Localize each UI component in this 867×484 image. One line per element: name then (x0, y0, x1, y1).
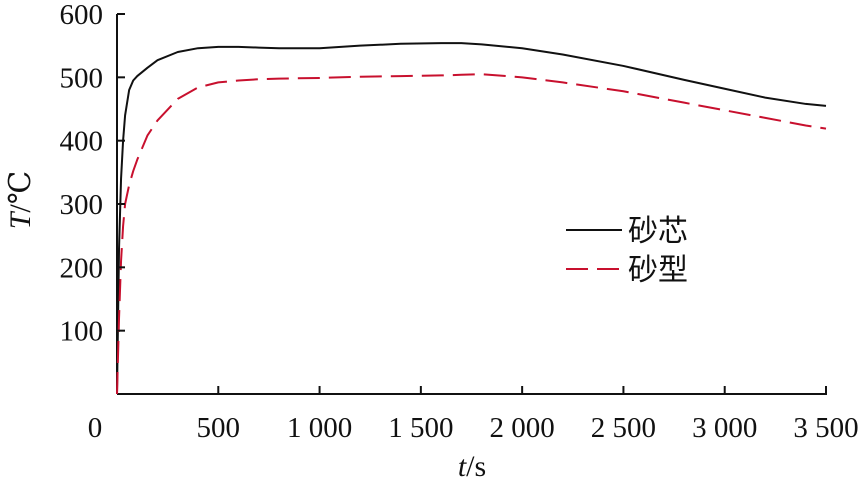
series-line-1 (116, 42, 827, 395)
y-axis-title: T/℃ (4, 171, 37, 230)
x-axis-unit: /s (466, 450, 486, 483)
x-tick-label: 1 500 (388, 412, 453, 444)
x-tick-label: 1 000 (287, 412, 352, 444)
y-axis-unit: /℃ (4, 171, 37, 213)
legend-label-2: 砂型 (628, 253, 688, 288)
x-tick-label: 3 500 (793, 412, 858, 444)
y-tick-label: 300 (60, 189, 104, 221)
x-tick-label: 500 (197, 412, 241, 444)
x-axis-title: t/s (458, 450, 486, 483)
series-layer (116, 42, 827, 395)
y-tick-label: 500 (60, 62, 104, 94)
ticks-layer: 100 200 300 400 500 600 0 500 1 000 1 500 2 000 2 5… (60, 0, 859, 444)
origin-label: 0 (88, 412, 103, 444)
axes (116, 14, 827, 395)
y-tick-label: 200 (60, 252, 104, 284)
y-tick-label: 400 (60, 126, 104, 158)
x-tick-label: 2 500 (591, 412, 656, 444)
legend-label-1: 砂芯 (628, 214, 688, 249)
x-tick-label: 3 000 (692, 412, 757, 444)
y-axis-variable: T (4, 210, 37, 229)
x-tick-label: 2 000 (490, 412, 555, 444)
y-tick-label: 100 (60, 316, 104, 348)
y-tick-label: 600 (60, 0, 104, 31)
x-axis-variable: t (458, 450, 467, 483)
series-line-2 (116, 73, 827, 395)
